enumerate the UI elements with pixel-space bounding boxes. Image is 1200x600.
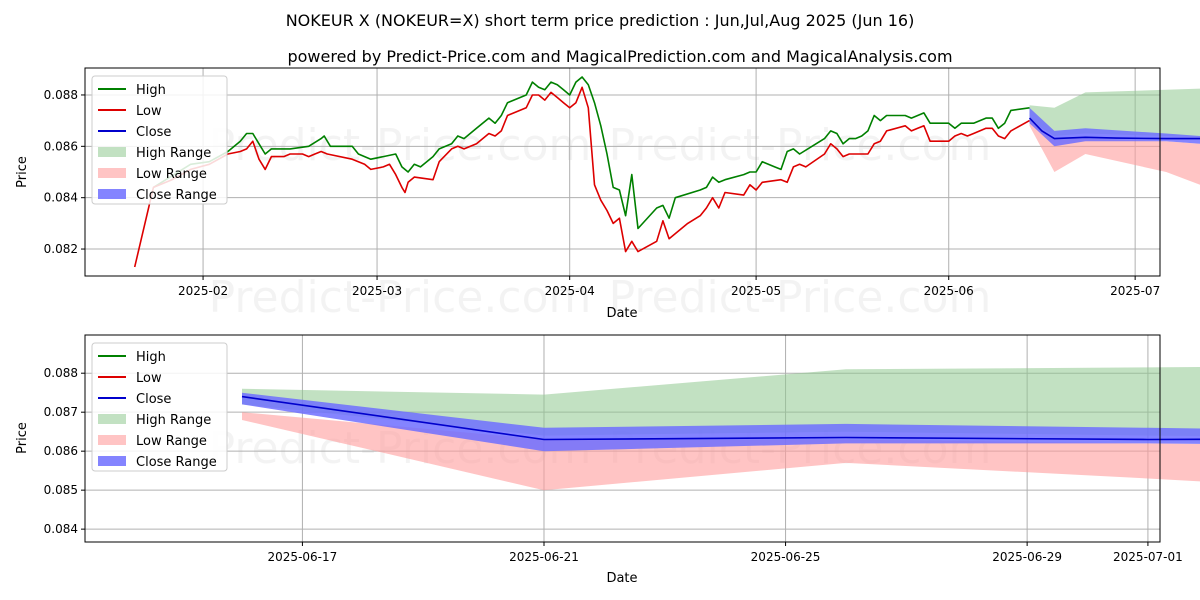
legend-swatch	[98, 189, 126, 199]
bottom-lines	[241, 395, 1200, 441]
band-low-range	[242, 412, 1200, 491]
band-low-range	[1029, 120, 1200, 185]
legend-label: Close	[136, 392, 171, 407]
x-tick-label: 2025-02	[178, 284, 228, 298]
legend-label: High	[136, 350, 166, 365]
x-tick-label: 2025-07	[1110, 284, 1160, 298]
legend-swatch	[98, 168, 126, 178]
band-close-range	[1029, 107, 1200, 147]
legend-label: High Range	[136, 413, 211, 428]
series-high	[152, 76, 1030, 230]
y-tick-label: 0.088	[44, 88, 78, 102]
bottom-panel: Predict-Price.com Predict-Price.com 2025…	[15, 334, 1200, 586]
top-bands	[1029, 88, 1200, 185]
series-low	[133, 86, 1030, 268]
y-tick-label: 0.086	[44, 139, 78, 153]
x-tick-label: 2025-03	[352, 284, 402, 298]
bottom-legend: High Low Close High Range Low Range Close Ran…	[91, 342, 228, 472]
legend-label: Low	[136, 104, 162, 119]
legend-label: High Range	[136, 146, 211, 161]
x-tick-label: 2025-06-21	[509, 550, 579, 564]
legend-label: Close Range	[136, 188, 217, 203]
y-tick-label: 0.084	[44, 522, 78, 536]
top-plot-frame	[84, 67, 1161, 277]
watermark: Predict-Price.com	[609, 120, 992, 171]
top-grid	[85, 68, 1160, 276]
legend-label: Low	[136, 371, 162, 386]
x-tick-label: 2025-05	[731, 284, 781, 298]
x-tick-label: 2025-06-29	[992, 550, 1062, 564]
band-high-range	[1029, 88, 1200, 138]
chart-title: NOKEUR X (NOKEUR=X) short term price pre…	[286, 11, 915, 30]
watermark: Predict-Price.com	[209, 272, 592, 323]
y-tick-label: 0.087	[44, 405, 78, 419]
top-lines	[133, 76, 1200, 268]
bottom-ylabel: Price	[15, 422, 30, 454]
x-tick-label: 2025-06	[924, 284, 974, 298]
legend-label: Close Range	[136, 455, 217, 470]
y-tick-label: 0.085	[44, 483, 78, 497]
chart-subtitle: powered by Predict-Price.com and Magical…	[287, 47, 952, 66]
legend-swatch	[98, 435, 126, 445]
legend-label: Low Range	[136, 434, 207, 449]
series-close	[1028, 117, 1200, 140]
bottom-plot-frame	[84, 334, 1161, 543]
x-tick-label: 2025-06-17	[268, 550, 338, 564]
watermark: Predict-Price.com	[609, 272, 992, 323]
legend-label: Low Range	[136, 167, 207, 182]
x-tick-label: 2025-07-01	[1113, 550, 1183, 564]
bottom-xlabel: Date	[606, 571, 637, 586]
series-close	[241, 395, 1200, 441]
y-tick-label: 0.084	[44, 191, 78, 205]
legend-swatch	[98, 147, 126, 157]
y-tick-label: 0.088	[44, 366, 78, 380]
band-high-range	[242, 367, 1200, 436]
legend-swatch	[98, 456, 126, 466]
x-tick-label: 2025-04	[545, 284, 595, 298]
band-close-range	[242, 392, 1200, 452]
y-tick-label: 0.082	[44, 242, 78, 256]
top-xlabel: Date	[606, 306, 637, 321]
x-tick-label: 2025-06-25	[751, 550, 821, 564]
bottom-ticks: 2025-06-17 2025-06-21 2025-06-25 2025-06-29…	[44, 366, 1183, 564]
legend-swatch	[98, 414, 126, 424]
legend-label: Close	[136, 125, 171, 140]
top-ticks: 2025-02 2025-03 2025-04 2025-05 2025-06 2025-…	[44, 88, 1161, 298]
top-ylabel: Price	[15, 156, 30, 188]
top-legend: High Low Close High Range Low Range Close Ran…	[91, 75, 228, 205]
legend-label: High	[136, 83, 166, 98]
bottom-bands	[242, 367, 1200, 491]
top-panel: Predict-Price.com Predict-Price.com Pred…	[15, 67, 1200, 323]
y-tick-label: 0.086	[44, 444, 78, 458]
